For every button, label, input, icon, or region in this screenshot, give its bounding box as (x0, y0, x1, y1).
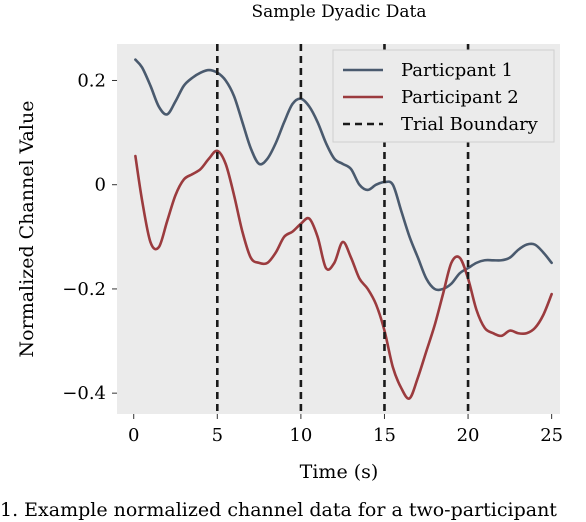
x-tick-label: 0 (128, 425, 139, 446)
series-line-2 (134, 149, 553, 400)
chart-title: Sample Dyadic Data (251, 2, 426, 22)
x-axis: 0 5 10 15 20 25 (128, 414, 563, 446)
y-tick-label: 0 (95, 175, 106, 196)
figure-caption: 1. Example normalized channel data for a… (0, 499, 557, 521)
x-tick-label: 25 (540, 425, 563, 446)
y-tick-label: 0.2 (77, 70, 106, 91)
y-axis-label: Normalized Channel Value (16, 101, 38, 358)
x-tick-label: 20 (457, 425, 480, 446)
legend: Particpant 1 Participant 2 Trial Boundary (332, 49, 555, 143)
x-tick-label: 5 (212, 425, 223, 446)
y-tick-label: −0.2 (62, 279, 106, 300)
legend-label: Particpant 1 (401, 60, 513, 81)
x-tick-label: 10 (289, 425, 312, 446)
legend-label: Participant 2 (401, 87, 519, 108)
x-axis-label: Time (s) (300, 461, 379, 483)
y-axis: 0.2 0 −0.2 −0.4 (62, 70, 117, 404)
x-tick-label: 15 (373, 425, 396, 446)
y-tick-label: −0.4 (62, 383, 106, 404)
series-line-1 (134, 58, 553, 292)
legend-label: Trial Boundary (401, 114, 539, 135)
